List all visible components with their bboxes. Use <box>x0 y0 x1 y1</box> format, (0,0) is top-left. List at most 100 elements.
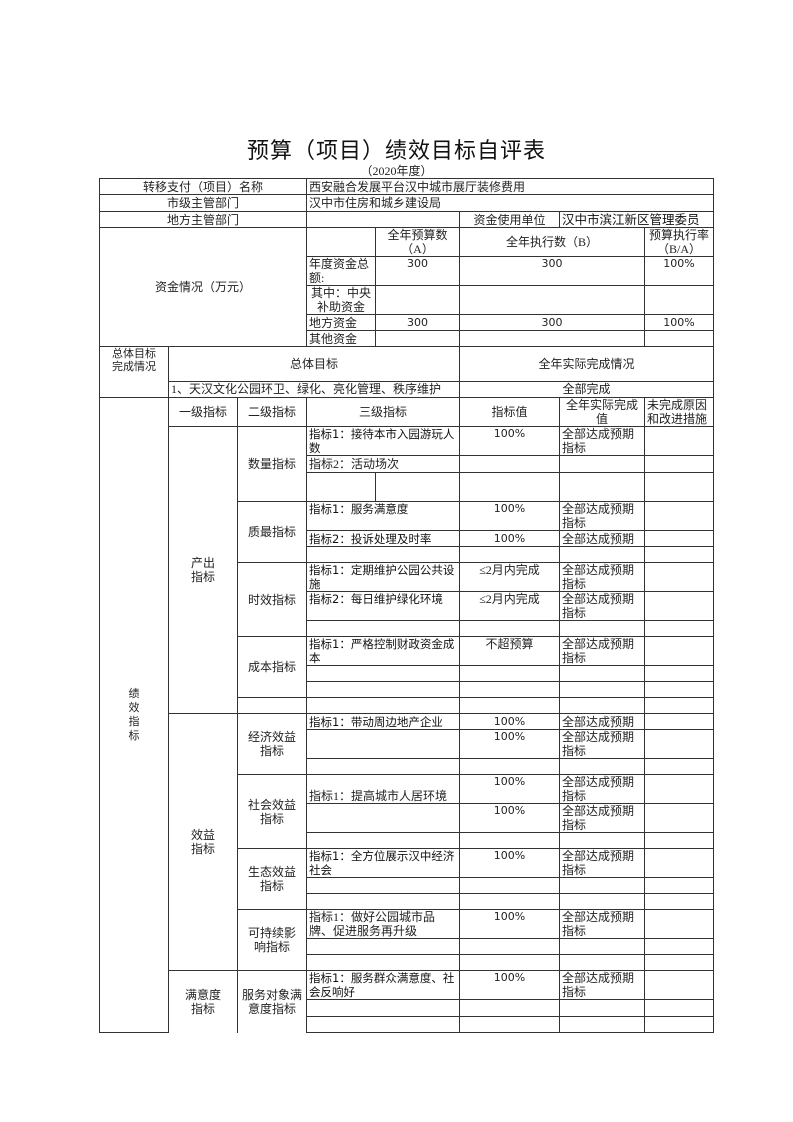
level1-satisfaction: 满意度指标 <box>168 970 238 1033</box>
empty-cell <box>644 999 714 1017</box>
funds-row-label: 地方资金 <box>306 314 376 331</box>
empty-cell <box>306 758 460 775</box>
indicator-reason <box>644 803 714 833</box>
empty-cell <box>644 681 714 698</box>
indicator-actual: 全部达成预期指标 <box>559 970 645 1000</box>
indicator-reason <box>644 729 714 759</box>
indicator-actual-text: 全部达成预期指标 <box>562 730 635 758</box>
local-dept-value <box>306 211 460 228</box>
empty-cell <box>306 620 460 637</box>
header-actual-text: 全年实际完成值 <box>565 398 638 426</box>
empty-cell <box>644 620 714 637</box>
empty-cell <box>644 832 714 849</box>
indicator-actual: 全部达成预期指标 <box>559 426 645 456</box>
funds-rate: 100% <box>644 256 714 286</box>
indicator-actual-text: 全部达成预期指标 <box>562 775 635 803</box>
indicator-reason <box>644 713 714 730</box>
empty-cell <box>559 758 645 775</box>
indicator-actual: 全部达成预期 <box>559 713 645 730</box>
indicator-reason <box>644 591 714 621</box>
indicator-value: 100% <box>459 501 560 531</box>
indicator-value: ≤2月内完成 <box>459 591 560 621</box>
empty-cell <box>306 893 460 910</box>
indicator-actual-text: 全部达成预期指标 <box>562 637 635 665</box>
empty-cell <box>644 938 714 955</box>
header-reason-text: 未完成原因和改进措施 <box>647 398 708 426</box>
indicator-actual: 全部达成预期指标 <box>559 591 645 621</box>
indicator-actual-text: 全部达成预期指标 <box>562 592 635 620</box>
indicator-value: 100% <box>459 970 560 1000</box>
empty-cell <box>644 665 714 682</box>
indicator-name: 指标2：活动场次 <box>306 455 460 473</box>
empty-cell <box>559 620 645 637</box>
funds-rate <box>644 330 714 347</box>
local-dept-label: 地方主管部门 <box>99 211 307 228</box>
empty-cell <box>459 999 560 1017</box>
empty-cell <box>306 832 460 849</box>
indicator-actual-text: 全部达成预期指标 <box>562 971 635 999</box>
indicator-value: ≤2月内完成 <box>459 562 560 592</box>
header-level1: 一级指标 <box>168 397 238 427</box>
indicator-reason <box>644 774 714 804</box>
empty-cell <box>306 546 460 563</box>
empty-cell <box>459 758 560 775</box>
indicator-name-text: 指标1：服务群众满意度、社会反响好 <box>309 971 455 999</box>
funds-row-label: 年度资金总额: <box>306 256 376 286</box>
level2-quality: 质最指标 <box>237 501 307 563</box>
empty-cell <box>459 546 560 563</box>
empty-cell <box>459 665 560 682</box>
funds-row-label: 其中：中央补助资金 <box>306 285 376 315</box>
fund-user-value: 汉中市滨江新区管理委员 <box>559 211 714 228</box>
empty-cell <box>306 681 460 698</box>
funds-rate <box>644 285 714 315</box>
indicator-actual: 全部达成预期 <box>559 530 645 547</box>
header-reason: 未完成原因和改进措施 <box>644 397 714 427</box>
funds-row: 年度资金总额: 300 300 100% <box>100 256 714 286</box>
indicator-actual-text: 全部达成预期指标 <box>562 849 635 877</box>
indicator-actual <box>559 455 645 473</box>
empty-cell <box>644 893 714 910</box>
level2-ecological: 生态效益指标 <box>237 848 307 910</box>
indicator-reason <box>644 562 714 592</box>
level1-output: 产出指标 <box>168 426 238 714</box>
funds-b <box>459 330 645 347</box>
page-subtitle: （2020年度） <box>360 164 433 178</box>
performance-indicators-label: 绩效指标 <box>99 397 169 1033</box>
indicator-actual-text: 全部达成预期指标 <box>562 427 635 455</box>
funds-col-a: 全年预算数（A） <box>375 227 460 257</box>
overall-actual: 全部完成 <box>459 380 714 399</box>
empty-cell <box>459 954 560 971</box>
level2-economic: 经济效益指标 <box>237 713 307 775</box>
indicator-actual: 全部达成预期指标 <box>559 803 645 833</box>
funds-b <box>459 285 645 315</box>
indicator-name: 指标1：定期维护公园公共设施 <box>306 562 460 592</box>
indicator-reason <box>644 426 714 456</box>
empty-cell <box>459 893 560 910</box>
funds-a: 300 <box>375 256 460 286</box>
empty-cell <box>306 697 460 714</box>
fund-user-label: 资金使用单位 <box>459 211 560 228</box>
funds-row: 地方资金 300 300 100% <box>100 314 714 331</box>
empty-cell <box>559 954 645 971</box>
self-evaluation-table: 转移支付（项目）名称 西安融合发展平台汉中城市展厅装修费用 市级主管部门 汉中市… <box>99 178 714 1033</box>
funds-col-b: 全年执行数（B） <box>459 227 645 257</box>
indicator-actual: 全部达成预期指标 <box>559 729 645 759</box>
funds-a <box>375 285 460 315</box>
funds-corner <box>306 227 376 257</box>
funds-b: 300 <box>459 256 645 286</box>
indicator-name: 指标1：服务满意度 <box>306 501 460 531</box>
empty-cell <box>237 697 307 714</box>
empty-cell <box>306 877 460 894</box>
empty-cell <box>459 681 560 698</box>
level2-service-satisfaction: 服务对象满意度指标 <box>237 970 307 1033</box>
empty-cell <box>559 1016 645 1033</box>
header-actual: 全年实际完成值 <box>559 397 645 427</box>
indicator-name: 指标2：投诉处理及时率 <box>306 530 460 547</box>
empty-cell <box>644 758 714 775</box>
empty-cell <box>459 938 560 955</box>
empty-cell <box>559 999 645 1017</box>
empty-cell <box>559 832 645 849</box>
city-dept-value: 汉中市住房和城乡建设局 <box>306 194 714 212</box>
empty-cell <box>559 665 645 682</box>
funds-a: 300 <box>375 314 460 331</box>
